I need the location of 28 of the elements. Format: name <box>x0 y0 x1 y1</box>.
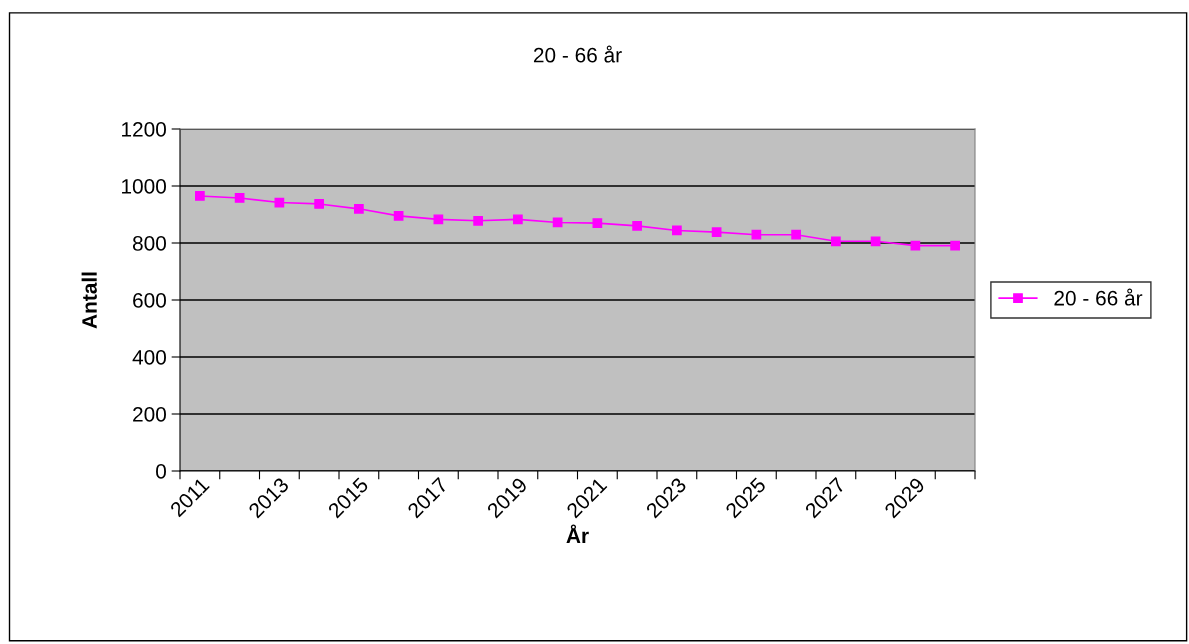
point <box>473 215 483 226</box>
point <box>711 227 722 238</box>
y-tick-label: 0 <box>156 464 166 479</box>
point <box>791 229 801 240</box>
point <box>513 214 523 225</box>
point <box>234 193 245 203</box>
point <box>950 240 960 251</box>
point <box>195 191 205 201</box>
y-tick-label: 1200 <box>122 122 166 137</box>
y-tick-label: 600 <box>133 293 166 308</box>
point <box>870 236 881 247</box>
x-axis-title: År <box>566 524 589 543</box>
y-tick-label: 200 <box>133 407 166 422</box>
chart-title: 20 - 66 år <box>533 45 622 63</box>
y-tick-label: 1000 <box>122 179 166 194</box>
y-axis-title: Antall <box>81 272 97 329</box>
point <box>632 221 642 231</box>
point <box>393 211 404 221</box>
point <box>831 236 841 247</box>
point <box>433 214 444 225</box>
point <box>354 203 364 214</box>
point <box>592 218 603 228</box>
point <box>751 229 762 240</box>
point <box>672 225 682 236</box>
y-tick-label: 800 <box>132 236 166 251</box>
point <box>314 199 324 209</box>
legend-label: 20 - 66 år <box>1054 288 1143 306</box>
y-tick-label: 400 <box>132 350 166 365</box>
